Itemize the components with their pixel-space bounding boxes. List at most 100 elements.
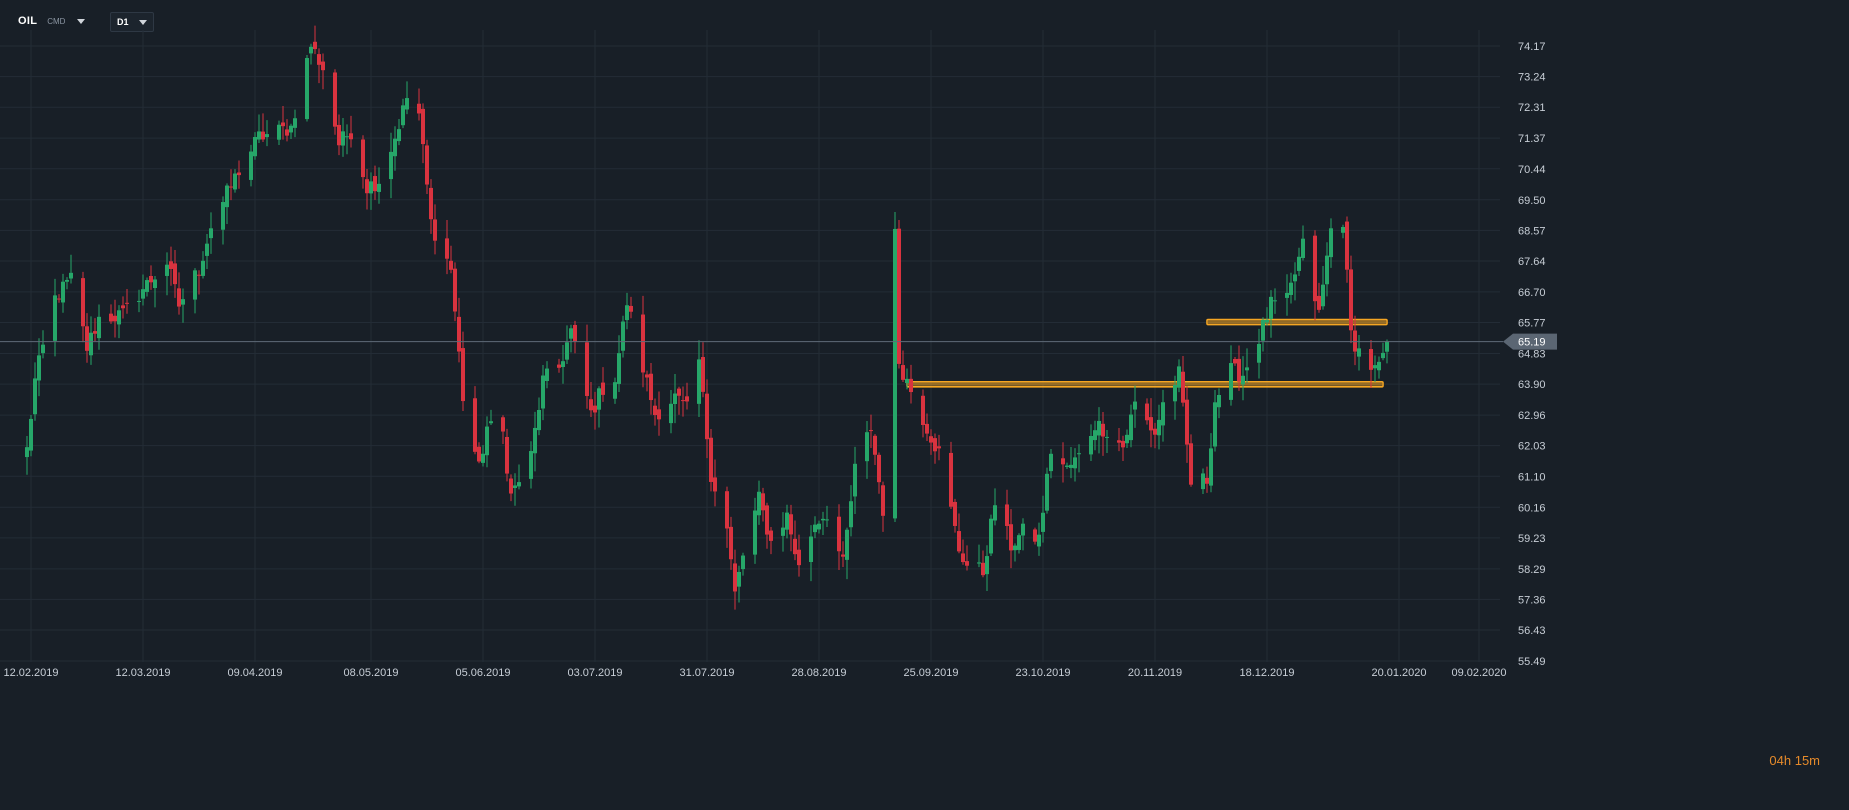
candle: [1125, 429, 1129, 449]
candle-body: [1289, 282, 1293, 295]
candle-body: [565, 342, 569, 360]
y-tick-label: 63.90: [1518, 379, 1546, 391]
candle: [793, 520, 797, 561]
candle-body: [1125, 434, 1129, 444]
candle: [1205, 466, 1209, 493]
candle-body: [1205, 477, 1209, 484]
candle: [1357, 335, 1361, 371]
candle: [1177, 359, 1181, 393]
y-tick-label: 70.44: [1518, 164, 1546, 176]
candle-body: [985, 556, 989, 575]
candle: [533, 411, 537, 472]
candle: [877, 452, 881, 494]
candle: [505, 428, 509, 482]
candle-body: [965, 561, 969, 566]
timeframe-selector[interactable]: D1: [110, 12, 154, 32]
symbol-selector[interactable]: OIL CMD: [18, 13, 86, 29]
x-tick-label: 03.07.2019: [567, 667, 622, 679]
y-tick-label: 56.43: [1518, 625, 1546, 637]
y-tick-label: 59.23: [1518, 533, 1546, 545]
candle: [173, 250, 177, 298]
candle: [897, 219, 901, 369]
candle: [1077, 444, 1081, 473]
candle-body: [1237, 358, 1241, 382]
candle-body: [1089, 435, 1093, 455]
candle: [461, 331, 465, 411]
x-tick-label: 12.02.2019: [3, 667, 58, 679]
candle: [97, 304, 101, 350]
candle: [389, 132, 393, 199]
candle: [1301, 225, 1305, 261]
candle: [713, 459, 717, 507]
candle: [121, 296, 125, 319]
candle-body: [813, 524, 817, 533]
candle-body: [473, 398, 477, 452]
candle-body: [113, 315, 117, 322]
candle-body: [585, 342, 589, 396]
candle-body: [1009, 524, 1013, 551]
candle-body: [837, 516, 841, 552]
y-tick-label: 64.83: [1518, 349, 1546, 361]
candle-body: [657, 409, 661, 420]
y-tick-label: 55.49: [1518, 656, 1546, 668]
candle: [1261, 317, 1265, 352]
candle: [545, 361, 549, 389]
candle: [1185, 386, 1189, 463]
candle: [853, 446, 857, 514]
candle-body: [1097, 420, 1101, 436]
candle-body: [841, 554, 845, 557]
candle: [1329, 218, 1333, 268]
candle-body: [785, 512, 789, 530]
candle-body: [425, 145, 429, 185]
candle: [517, 464, 521, 490]
candle: [285, 119, 289, 142]
candle: [365, 169, 369, 210]
candle-body: [981, 562, 985, 576]
candle-body: [949, 452, 953, 507]
candle-body: [369, 181, 373, 194]
candle: [429, 179, 433, 234]
candle: [1325, 242, 1329, 297]
candle-body: [37, 355, 41, 381]
candle: [613, 377, 617, 404]
candle-body: [905, 378, 909, 384]
candle: [825, 505, 829, 528]
candle-body: [1257, 343, 1261, 363]
y-tick-label: 62.96: [1518, 410, 1546, 422]
candle: [1013, 543, 1017, 562]
y-tick-label: 72.31: [1518, 102, 1546, 114]
candle-body: [1369, 349, 1373, 370]
candle-body: [389, 151, 393, 180]
candle-body: [825, 519, 829, 521]
candle: [937, 434, 941, 461]
candle: [669, 390, 673, 434]
candle-body: [293, 118, 297, 128]
candle: [1349, 255, 1353, 344]
candle: [909, 364, 913, 404]
candle-body: [1041, 512, 1045, 532]
candle-body: [1129, 414, 1133, 441]
y-tick-label: 71.37: [1518, 133, 1546, 145]
candle: [1033, 527, 1037, 545]
candle-body: [713, 477, 717, 492]
candle-body: [725, 491, 729, 529]
candle: [905, 368, 909, 390]
candle-body: [517, 482, 521, 487]
candle: [377, 167, 381, 204]
candle-body: [233, 173, 237, 190]
candle: [1285, 274, 1289, 316]
candle-body: [953, 501, 957, 526]
candle: [205, 234, 209, 269]
y-tick-label: 60.16: [1518, 502, 1546, 514]
candle-body: [401, 105, 405, 126]
x-tick-label: 31.07.2019: [679, 667, 734, 679]
grid: [0, 30, 1500, 662]
candle: [813, 516, 817, 539]
candle-body: [393, 138, 397, 157]
candle-body: [797, 549, 801, 566]
candle: [485, 416, 489, 468]
x-tick-label: 18.12.2019: [1239, 667, 1294, 679]
candle: [1229, 345, 1233, 406]
candle-body: [405, 98, 409, 110]
